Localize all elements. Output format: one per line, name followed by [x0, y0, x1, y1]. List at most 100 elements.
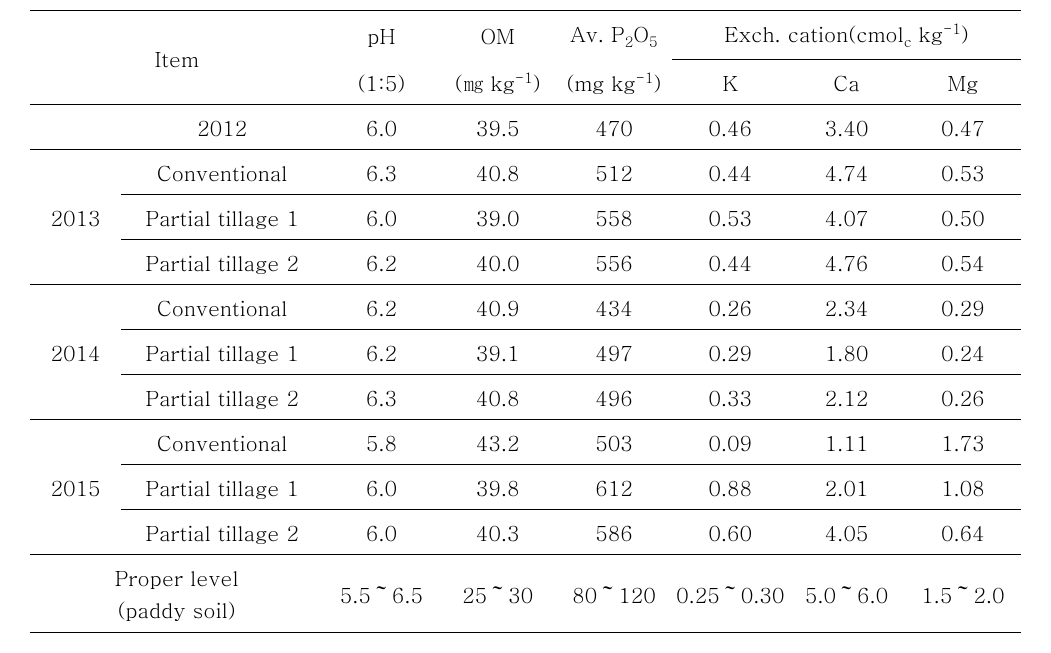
- cell-om: 39.0: [440, 195, 556, 240]
- cell-item: Conventional: [121, 420, 323, 465]
- table-row: 2012 6.0 39.5 470 0.46 3.40 0.47: [30, 105, 1021, 150]
- cell-p2o5: 496: [556, 375, 672, 420]
- cell-p2o5: 470: [556, 105, 672, 150]
- th-om-top: OM: [440, 11, 556, 60]
- cell-om: 39.5: [440, 105, 556, 150]
- table-row: 2013 Conventional 6.3 40.8 512 0.44 4.74…: [30, 150, 1021, 195]
- cell-ph: 5.5～6.5: [323, 555, 439, 633]
- cell-mg: 0.54: [905, 240, 1021, 285]
- cell-p2o5: 558: [556, 195, 672, 240]
- cell-p2o5: 80～120: [556, 555, 672, 633]
- cell-om: 43.2: [440, 420, 556, 465]
- cell-k: 0.44: [672, 240, 788, 285]
- cell-om: 40.9: [440, 285, 556, 330]
- cell-item: Partial tillage 1: [121, 465, 323, 510]
- cell-ca: 2.34: [788, 285, 904, 330]
- cell-ca: 4.76: [788, 240, 904, 285]
- table-row: Partial tillage 1 6.0 39.8 612 0.88 2.01…: [30, 465, 1021, 510]
- th-om-bot: (㎎ kg-1): [440, 60, 556, 105]
- cell-k: 0.25～0.30: [672, 555, 788, 633]
- cell-ph: 6.0: [323, 105, 439, 150]
- cell-p2o5: 586: [556, 510, 672, 555]
- th-p2o5-bot: (mg kg-1): [556, 60, 672, 105]
- cell-ph: 6.0: [323, 195, 439, 240]
- table-row: 2014 Conventional 6.2 40.9 434 0.26 2.34…: [30, 285, 1021, 330]
- cell-item: Conventional: [121, 285, 323, 330]
- cell-om: 40.0: [440, 240, 556, 285]
- th-cation-group: Exch. cation(cmolc kg-1): [672, 11, 1021, 60]
- cell-year: 2013: [30, 150, 121, 285]
- table-row: 2015 Conventional 5.8 43.2 503 0.09 1.11…: [30, 420, 1021, 465]
- cell-k: 0.60: [672, 510, 788, 555]
- cell-p2o5: 512: [556, 150, 672, 195]
- cell-k: 0.09: [672, 420, 788, 465]
- cell-om: 39.8: [440, 465, 556, 510]
- cell-ca: 2.12: [788, 375, 904, 420]
- cell-ca: 2.01: [788, 465, 904, 510]
- cell-mg: 0.47: [905, 105, 1021, 150]
- cell-mg: 0.50: [905, 195, 1021, 240]
- cell-p2o5: 497: [556, 330, 672, 375]
- cell-mg: 0.29: [905, 285, 1021, 330]
- cell-item: 2012: [121, 105, 323, 150]
- table-row: Partial tillage 1 6.2 39.1 497 0.29 1.80…: [30, 330, 1021, 375]
- cell-mg: 0.24: [905, 330, 1021, 375]
- cell-proper-label: Proper level(paddy soil): [30, 555, 323, 633]
- cell-item: Partial tillage 1: [121, 330, 323, 375]
- cell-item: Conventional: [121, 150, 323, 195]
- cell-k: 0.26: [672, 285, 788, 330]
- th-item: Item: [30, 11, 323, 105]
- cell-ph: 6.0: [323, 510, 439, 555]
- table-row: Partial tillage 2 6.2 40.0 556 0.44 4.76…: [30, 240, 1021, 285]
- th-p2o5-top: Av. P2O5: [556, 11, 672, 60]
- cell-ca: 1.80: [788, 330, 904, 375]
- cell-om: 25～30: [440, 555, 556, 633]
- cell-om: 39.1: [440, 330, 556, 375]
- cell-p2o5: 503: [556, 420, 672, 465]
- th-ph-top: pH: [323, 11, 439, 60]
- cell-item: Partial tillage 2: [121, 240, 323, 285]
- cell-ph: 6.3: [323, 150, 439, 195]
- cell-p2o5: 556: [556, 240, 672, 285]
- table-row: Partial tillage 2 6.3 40.8 496 0.33 2.12…: [30, 375, 1021, 420]
- cell-ph: 6.3: [323, 375, 439, 420]
- th-ca: Ca: [788, 60, 904, 105]
- cell-ca: 3.40: [788, 105, 904, 150]
- cell-ph: 6.2: [323, 240, 439, 285]
- cell-k: 0.29: [672, 330, 788, 375]
- cell-om: 40.3: [440, 510, 556, 555]
- cell-k: 0.33: [672, 375, 788, 420]
- cell-item: Partial tillage 2: [121, 375, 323, 420]
- soil-properties-table: Item pH OM Av. P2O5 Exch. cation(cmolc k…: [30, 10, 1021, 633]
- cell-k: 0.46: [672, 105, 788, 150]
- table-row: Partial tillage 1 6.0 39.0 558 0.53 4.07…: [30, 195, 1021, 240]
- cell-ph: 5.8: [323, 420, 439, 465]
- cell-ca: 1.11: [788, 420, 904, 465]
- cell-k: 0.53: [672, 195, 788, 240]
- th-k: K: [672, 60, 788, 105]
- cell-p2o5: 434: [556, 285, 672, 330]
- cell-year: [30, 105, 121, 150]
- cell-ph: 6.2: [323, 330, 439, 375]
- cell-year: 2015: [30, 420, 121, 555]
- cell-mg: 1.73: [905, 420, 1021, 465]
- th-ph-bot: (1:5): [323, 60, 439, 105]
- cell-ca: 4.07: [788, 195, 904, 240]
- cell-ca: 4.74: [788, 150, 904, 195]
- cell-ca: 5.0～6.0: [788, 555, 904, 633]
- cell-item: Partial tillage 1: [121, 195, 323, 240]
- cell-om: 40.8: [440, 150, 556, 195]
- table-row: Partial tillage 2 6.0 40.3 586 0.60 4.05…: [30, 510, 1021, 555]
- cell-p2o5: 612: [556, 465, 672, 510]
- cell-om: 40.8: [440, 375, 556, 420]
- cell-ph: 6.2: [323, 285, 439, 330]
- cell-ca: 4.05: [788, 510, 904, 555]
- cell-k: 0.88: [672, 465, 788, 510]
- cell-mg: 1.08: [905, 465, 1021, 510]
- cell-k: 0.44: [672, 150, 788, 195]
- cell-mg: 0.53: [905, 150, 1021, 195]
- th-mg: Mg: [905, 60, 1021, 105]
- table-row-proper: Proper level(paddy soil) 5.5～6.5 25～30 8…: [30, 555, 1021, 633]
- cell-ph: 6.0: [323, 465, 439, 510]
- cell-year: 2014: [30, 285, 121, 420]
